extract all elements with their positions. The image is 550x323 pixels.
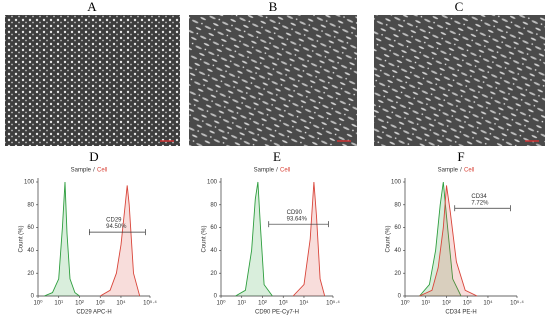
legend-separator: /: [276, 168, 278, 174]
panel-label: D: [89, 149, 98, 164]
legend-separator: /: [93, 168, 95, 174]
x-tick-label: 10³: [463, 301, 472, 307]
panel-label: F: [457, 149, 464, 164]
y-tick-label: 100: [207, 180, 218, 186]
gate-name: CD29: [106, 218, 122, 224]
x-tick-label: 10⁵·⁴: [143, 300, 157, 307]
x-tick-label: 10⁰: [216, 300, 226, 307]
x-tick-label: 10⁵·⁴: [326, 300, 340, 307]
panel-label: B: [269, 0, 278, 14]
gate-percent: 94.50%: [106, 224, 127, 230]
panel-label: E: [273, 149, 281, 164]
micrograph: [189, 15, 357, 146]
x-tick-label: 10⁰: [33, 300, 43, 307]
x-tick-label: 10⁴: [299, 300, 309, 307]
y-tick-label: 20: [394, 271, 401, 277]
y-tick-label: 40: [27, 248, 34, 254]
histogram-curve: [292, 181, 326, 297]
x-tick-label: 10¹: [54, 301, 63, 307]
y-tick-label: 40: [210, 248, 217, 254]
y-tick-label: 0: [31, 294, 35, 300]
legend-entry: Sample: [254, 168, 275, 174]
x-tick-label: 10²: [258, 301, 267, 307]
legend-entry: Sample: [71, 168, 92, 174]
legend-entry: Cell: [280, 168, 290, 174]
y-tick-label: 0: [214, 294, 218, 300]
x-tick-label: 10⁰: [400, 300, 410, 307]
histogram-curve: [419, 185, 478, 297]
x-axis-label: CD90 PE-Cy7-H: [255, 310, 299, 316]
y-tick-label: 80: [27, 202, 34, 208]
legend-entry: Cell: [464, 168, 474, 174]
legend-entry: Sample: [438, 168, 459, 174]
y-tick-label: 80: [394, 202, 401, 208]
histogram-curve: [44, 181, 80, 297]
x-tick-label: 10⁴: [116, 300, 126, 307]
y-tick-label: 40: [394, 248, 401, 254]
y-tick-label: 100: [391, 180, 402, 186]
y-tick-label: 20: [210, 271, 217, 277]
x-tick-label: 10²: [75, 301, 84, 307]
y-tick-label: 60: [394, 225, 401, 231]
legend-separator: /: [460, 168, 462, 174]
x-tick-label: 10³: [279, 301, 288, 307]
x-tick-label: 10⁵·⁴: [510, 300, 524, 307]
legend-entry: Cell: [97, 168, 107, 174]
gate-percent: 93.64%: [287, 216, 308, 222]
y-tick-label: 20: [27, 271, 34, 277]
micrograph: [374, 15, 545, 146]
y-tick-label: 60: [210, 225, 217, 231]
panel-label: C: [455, 0, 464, 14]
y-tick-label: 0: [398, 294, 402, 300]
x-tick-label: 10¹: [421, 301, 430, 307]
gate-name: CD34: [471, 194, 487, 200]
histogram-curve: [99, 185, 141, 297]
histogram-curve: [235, 181, 273, 297]
panel-label: A: [87, 0, 97, 14]
x-axis-label: CD34 PE-H: [445, 310, 476, 316]
y-axis-label: Count (%): [202, 225, 208, 252]
y-axis-label: Count (%): [19, 225, 25, 252]
y-tick-label: 60: [27, 225, 34, 231]
histogram-curve: [419, 181, 462, 297]
x-axis-label: CD29 APC-H: [76, 310, 111, 316]
x-tick-label: 10⁴: [483, 300, 493, 307]
x-tick-label: 10²: [442, 301, 451, 307]
gate-percent: 7.72%: [471, 200, 489, 206]
y-tick-label: 80: [210, 202, 217, 208]
micrograph: [5, 15, 180, 146]
y-axis-label: Count (%): [386, 225, 392, 252]
x-tick-label: 10³: [96, 301, 105, 307]
y-tick-label: 100: [24, 180, 35, 186]
x-tick-label: 10¹: [237, 301, 246, 307]
gate-name: CD90: [287, 210, 303, 216]
